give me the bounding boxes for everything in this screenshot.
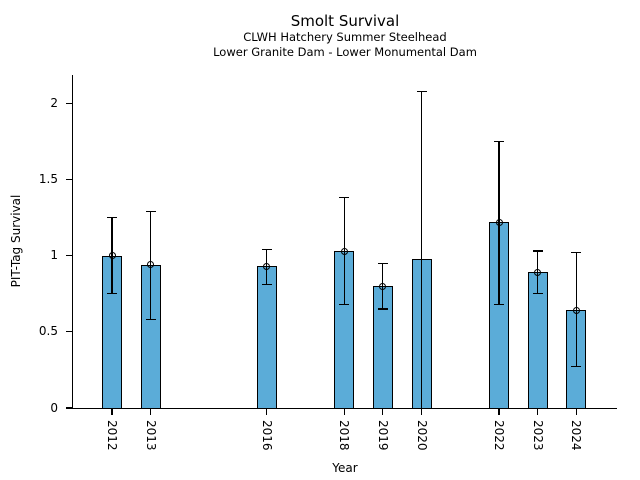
x-axis-tick — [382, 409, 384, 415]
x-tick-label: 2022 — [492, 420, 506, 451]
y-tick-label: 1.5 — [38, 171, 58, 186]
chart-subtitle-reach: Lower Granite Dam - Lower Monumental Dam — [213, 45, 477, 59]
error-bar-cap-top — [339, 197, 350, 199]
error-bar-cap-bottom — [571, 366, 582, 368]
x-tick-label: 2024 — [569, 420, 584, 451]
error-bar-line — [421, 91, 423, 408]
x-axis-tick — [421, 409, 423, 415]
x-tick-label: 2018 — [337, 420, 352, 451]
point-estimate-marker — [108, 252, 116, 260]
y-tick-label: 0.5 — [38, 324, 58, 339]
y-axis-tick — [65, 255, 72, 257]
error-bar-cap-bottom — [377, 308, 388, 310]
y-axis-line — [71, 75, 74, 408]
error-bar-cap-bottom — [107, 293, 117, 295]
point-estimate-marker — [495, 218, 503, 226]
point-estimate-marker — [572, 306, 580, 314]
y-axis-tick — [65, 407, 72, 409]
x-axis-tick — [575, 409, 577, 415]
y-tick-label: 1 — [50, 248, 58, 263]
point-estimate-marker — [263, 262, 271, 270]
error-bar-cap-top — [145, 210, 156, 213]
point-estimate-marker — [340, 247, 348, 255]
x-tick-label: 2012 — [105, 420, 119, 451]
x-tick-label: 2016 — [259, 420, 274, 451]
chart-title: Smolt Survival — [290, 12, 400, 30]
error-bar-cap-bottom — [494, 303, 504, 305]
x-axis-tick — [498, 409, 500, 415]
y-tick-label: 0 — [50, 400, 58, 415]
x-axis-label: Year — [332, 461, 358, 475]
y-axis-tick — [65, 102, 72, 104]
error-bar-cap-bottom — [532, 293, 543, 295]
point-estimate-marker — [379, 282, 387, 290]
error-bar-cap-bottom — [145, 319, 156, 321]
x-tick-label: 2023 — [530, 420, 545, 451]
error-bar-cap-top — [532, 250, 543, 252]
survival-bar — [256, 266, 277, 409]
y-axis-label: PIT-Tag Survival — [9, 194, 23, 288]
x-axis-tick — [150, 409, 152, 415]
y-tick-label: 2 — [50, 95, 58, 110]
x-tick-label: 2013 — [143, 420, 158, 451]
chart-subtitle-stock: CLWH Hatchery Summer Steelhead — [243, 30, 447, 44]
error-bar-cap-top — [494, 140, 504, 142]
x-axis-tick — [266, 409, 268, 415]
error-bar-cap-top — [261, 248, 272, 251]
error-bar-cap-top — [377, 262, 388, 264]
point-estimate-marker — [534, 268, 542, 276]
x-axis-tick — [111, 409, 113, 415]
error-bar-cap-top — [571, 252, 582, 254]
x-tick-label: 2019 — [375, 420, 390, 451]
point-estimate-marker — [147, 261, 155, 269]
error-bar-cap-bottom — [261, 283, 272, 286]
x-axis-tick — [343, 409, 345, 415]
y-axis-tick — [65, 331, 72, 333]
error-bar-cap-top — [107, 216, 117, 219]
y-axis-tick — [65, 178, 72, 181]
error-bar-cap-bottom — [339, 303, 350, 305]
error-bar-cap-top — [416, 90, 427, 92]
x-axis-tick — [537, 409, 539, 415]
x-tick-label: 2020 — [414, 420, 429, 451]
